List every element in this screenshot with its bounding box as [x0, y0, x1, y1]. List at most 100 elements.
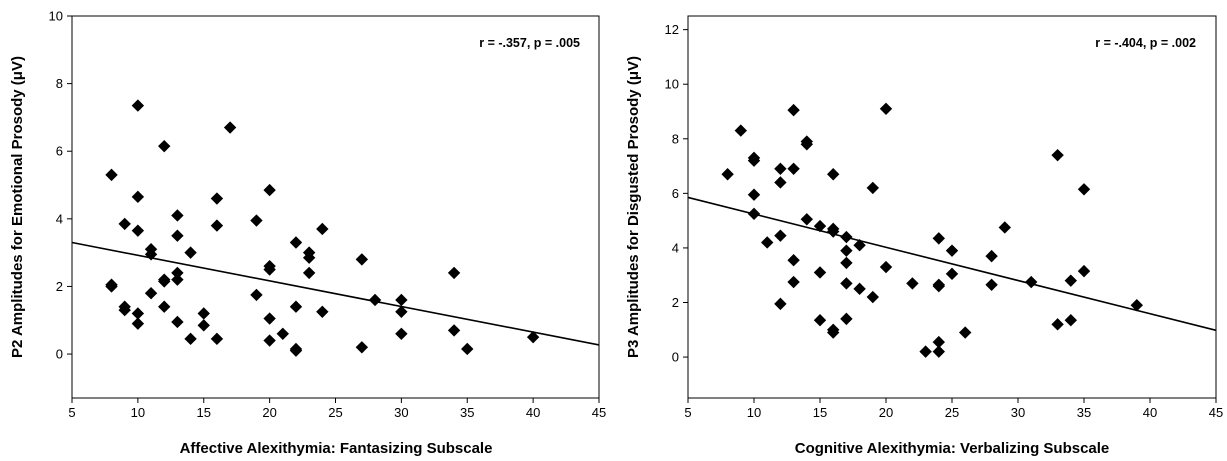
- chart-right-x-tick-label: 25: [945, 405, 959, 420]
- chart-right-data-point: [840, 244, 853, 257]
- chart-right-data-point: [945, 267, 959, 281]
- chart-right-data-point: [985, 278, 998, 291]
- chart-left-data-point: [171, 266, 184, 280]
- chart-left-x-tick-label: 25: [328, 405, 342, 420]
- chart-left-x-tick-label: 10: [131, 405, 145, 420]
- chart-left-plot-frame: [71, 15, 600, 399]
- chart-right-x-tick-label: 20: [879, 405, 893, 420]
- chart-left-data-point: [395, 327, 408, 340]
- chart-left-data-point: [316, 222, 329, 236]
- chart-right-data-point: [747, 154, 761, 167]
- chart-left-data-point: [144, 287, 158, 300]
- chart-left-data-point: [118, 217, 131, 231]
- chart-right-data-point: [840, 230, 853, 244]
- chart-right-data-point: [879, 260, 893, 274]
- chart-left-data-point: [263, 312, 276, 325]
- chart-left-data-point: [355, 341, 369, 354]
- chart-left-data-point: [131, 99, 145, 112]
- chart-right-y-tick-label: 10: [665, 77, 679, 92]
- chart-right-x-tick-label: 15: [813, 405, 827, 420]
- chart-left-data-point: [263, 183, 276, 197]
- chart-left-data-point: [526, 330, 540, 344]
- chart-left-data-point: [461, 342, 474, 356]
- chart-right-data-point: [827, 326, 840, 339]
- chart-right-data-point: [1051, 148, 1064, 162]
- chart-right-data-point: [1077, 183, 1091, 196]
- chart-left-data-point: [395, 305, 408, 318]
- chart-right-data-point: [998, 221, 1011, 234]
- chart-left-data-point: [184, 246, 197, 259]
- chart-left-data-point: [263, 334, 276, 347]
- chart-right-data-point: [787, 254, 800, 267]
- chart-right-data-point: [774, 297, 787, 311]
- chart-right-x-tick-label: 35: [1077, 405, 1091, 420]
- chart-left-data-point: [158, 300, 171, 313]
- chart-left-data-point: [171, 209, 184, 222]
- chart-right-data-point: [906, 277, 919, 290]
- chart-right-correlation-annotation: r = -.404, p = .002: [1095, 36, 1196, 50]
- chart-right-data-point: [1130, 299, 1143, 312]
- chart-left-data-point: [158, 139, 171, 153]
- chart-left-data-point: [144, 248, 158, 261]
- chart-right-data-point: [787, 275, 800, 289]
- chart-left-y-tick-label: 4: [56, 211, 63, 226]
- chart-right-y-tick-label: 4: [672, 240, 679, 255]
- chart-left-data-point: [302, 251, 316, 264]
- chart-right-regression-line: [687, 196, 1217, 332]
- chart-right-data-point: [800, 138, 813, 151]
- chart-right-disgusted-prosody: Cognitive Alexithymia: Verbalizing Subsc…: [625, 15, 1223, 457]
- chart-left-data-point: [118, 303, 131, 317]
- chart-right-data-point: [932, 335, 945, 349]
- chart-left-y-tick-label: 2: [56, 279, 63, 294]
- chart-right-x-tick-label: 45: [1209, 405, 1223, 420]
- chart-right-data-point: [932, 232, 945, 245]
- chart-left-y-tick-label: 8: [56, 76, 63, 91]
- chart-right-data-point: [787, 162, 800, 175]
- chart-right-data-point: [985, 249, 998, 263]
- chart-right-data-point: [919, 345, 932, 358]
- chart-right-data-point: [853, 282, 866, 296]
- chart-right-data-point: [1064, 274, 1077, 287]
- chart-right-data-point: [813, 266, 827, 279]
- chart-right-data-point: [1077, 264, 1091, 278]
- chart-left-data-point: [105, 168, 118, 182]
- chart-right-data-point: [1025, 275, 1038, 289]
- chart-left-data-point: [368, 293, 382, 307]
- chart-right-data-point: [1051, 318, 1064, 331]
- chart-left-data-point: [197, 319, 210, 332]
- chart-left-y-tick-label: 10: [49, 9, 63, 24]
- chart-left-data-point: [184, 332, 197, 346]
- chart-left-x-tick-label: 20: [262, 405, 276, 420]
- chart-left-data-point: [289, 344, 303, 357]
- chart-left-regression-line: [71, 241, 600, 346]
- chart-left-data-point: [250, 288, 263, 302]
- chart-left-data-point: [171, 273, 184, 286]
- chart-right-y-tick-label: 2: [672, 295, 679, 310]
- chart-right-data-point: [932, 279, 945, 293]
- chart-right-data-point: [761, 236, 774, 249]
- chart-left-data-point: [276, 327, 289, 340]
- chart-left-x-tick-label: 30: [394, 405, 408, 420]
- chart-left-data-point: [171, 229, 184, 242]
- chart-right-data-point: [721, 168, 734, 181]
- chart-right-x-tick-label: 40: [1143, 405, 1157, 420]
- chart-left-x-tick-label: 15: [197, 405, 211, 420]
- chart-left-x-axis-title: Affective Alexithymia: Fantasizing Subsc…: [180, 440, 493, 457]
- chart-right-y-tick-label: 6: [672, 186, 679, 201]
- chart-right-x-tick-label: 30: [1011, 405, 1025, 420]
- chart-right-data-point: [827, 168, 840, 181]
- chart-right-x-tick-label: 5: [684, 405, 691, 420]
- chart-right-data-point: [734, 124, 747, 137]
- chart-left-data-point: [210, 219, 224, 232]
- chart-left-data-point: [171, 315, 184, 329]
- chart-left-data-point: [131, 190, 145, 204]
- chart-right-x-axis-title: Cognitive Alexithymia: Verbalizing Subsc…: [795, 440, 1110, 457]
- chart-right-y-axis-title: P3 Amplitudes for Disgusted Prosody (μV): [625, 56, 642, 358]
- chart-right-data-point: [959, 326, 972, 339]
- chart-right-data-point: [800, 213, 813, 226]
- chart-left-data-point: [263, 263, 276, 276]
- chart-left-data-point: [105, 280, 118, 293]
- chart-left-data-point: [289, 236, 303, 249]
- chart-right-plot-frame: [687, 15, 1217, 399]
